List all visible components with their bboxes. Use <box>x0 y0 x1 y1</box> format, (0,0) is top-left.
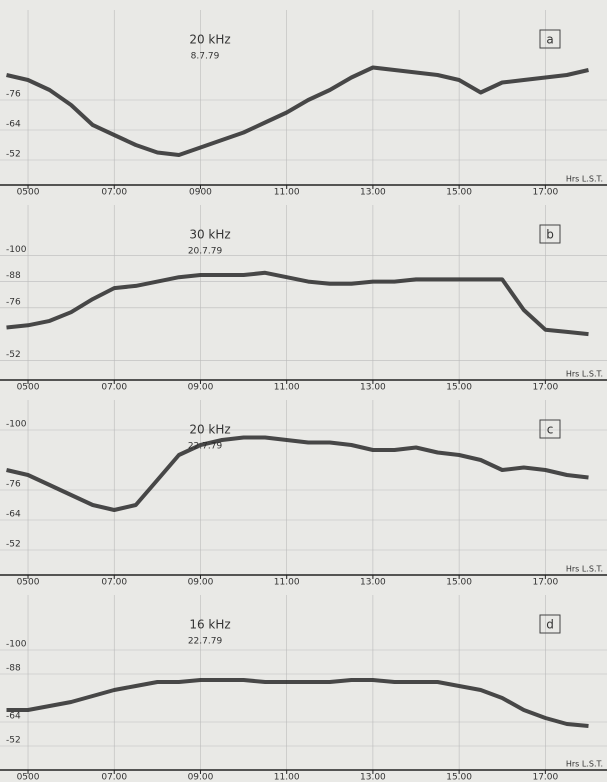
y-tick-label: -76 <box>6 90 21 100</box>
x-tick-label: 13.00 <box>360 383 386 393</box>
panel-title: 16 kHz <box>189 618 230 632</box>
x-tick-label: 15.00 <box>446 578 472 588</box>
x-tick-label: 0500 <box>17 188 40 198</box>
x-tick-label: 13.00 <box>360 188 386 198</box>
panel-title: 30 kHz <box>189 228 230 242</box>
y-tick-label: -64 <box>6 510 21 520</box>
panel-title: 20 kHz <box>189 423 230 437</box>
panel-label-box <box>539 224 561 244</box>
panel-label: c <box>547 423 554 437</box>
x-tick-label: 11.00 <box>274 383 300 393</box>
y-tick-label: -76 <box>6 480 21 490</box>
panel-date: 20.7.79 <box>188 247 223 257</box>
y-tick-label: -52 <box>6 150 21 160</box>
x-tick-label: 09.00 <box>188 383 214 393</box>
x-tick-label: 15.00 <box>446 188 472 198</box>
panel-label: b <box>546 228 554 242</box>
y-tick-label: -88 <box>6 664 21 674</box>
x-tick-label: 11.00 <box>274 578 300 588</box>
y-tick-label: -88 <box>6 271 21 281</box>
panel-label: a <box>546 33 553 47</box>
trace <box>6 435 589 512</box>
panel-label-box <box>539 614 561 634</box>
panel-label-box <box>539 419 561 439</box>
panel: -100 -76 -64 -52 0500 07.00 09.00 11.00 13.00 15.… <box>0 400 607 588</box>
y-tick-label: -52 <box>6 540 21 550</box>
trace <box>6 65 589 157</box>
x-tick-label: 09.00 <box>188 773 214 782</box>
trace <box>6 270 589 337</box>
x-tick-label: 15.00 <box>446 773 472 782</box>
x-axis-label: Hrs L.S.T. <box>566 565 603 574</box>
x-tick-label: 09.00 <box>188 578 214 588</box>
panel-date: 22.7.79 <box>188 637 223 647</box>
panel-label: d <box>546 618 554 632</box>
x-tick-label: 07.00 <box>101 773 127 782</box>
x-tick-label: 07.00 <box>101 383 127 393</box>
y-tick-label: -64 <box>6 712 21 722</box>
x-tick-label: 15.00 <box>446 383 472 393</box>
x-tick-label: 13.00 <box>360 578 386 588</box>
x-tick-label: 17.00 <box>532 188 558 198</box>
panel-date: 8.7.79 <box>191 52 220 62</box>
y-tick-label: -52 <box>6 736 21 746</box>
x-tick-label: 11.00 <box>274 773 300 782</box>
trace <box>6 678 589 728</box>
y-tick-label: -76 <box>6 297 21 307</box>
panel-date: 22.7.79 <box>188 442 223 452</box>
x-tick-label: 0500 <box>17 383 40 393</box>
x-axis-label: Hrs L.S.T. <box>566 370 603 379</box>
x-tick-label: 17.00 <box>532 773 558 782</box>
y-tick-label: -52 <box>6 350 21 360</box>
panel-label-box <box>539 29 561 49</box>
x-tick-label: 0900 <box>189 188 212 198</box>
y-tick-label: -100 <box>6 640 27 650</box>
x-tick-label: 17.00 <box>532 383 558 393</box>
x-tick-label: 07.00 <box>101 188 127 198</box>
x-tick-label: 0500 <box>17 578 40 588</box>
panel: -76 -64 -52 0500 07.00 0900 11.00 13.00 15.00 17.… <box>0 10 607 198</box>
x-tick-label: 11.00 <box>274 188 300 198</box>
x-axis-label: Hrs L.S.T. <box>566 760 603 769</box>
x-tick-label: 07.00 <box>101 578 127 588</box>
panel: -100 -88 -64 -52 0500 07.00 09.00 11.00 13.00 15.… <box>0 595 607 782</box>
panel: -100 -88 -76 -52 0500 07.00 09.00 11.00 13.00 15.… <box>0 205 607 393</box>
panel-title: 20 kHz <box>189 33 230 47</box>
x-tick-label: 17.00 <box>532 578 558 588</box>
y-tick-label: -64 <box>6 120 21 130</box>
x-tick-label: 0500 <box>17 773 40 782</box>
y-tick-label: -100 <box>6 245 27 255</box>
x-tick-label: 13.00 <box>360 773 386 782</box>
y-tick-label: -100 <box>6 420 27 430</box>
x-axis-label: Hrs L.S.T. <box>566 175 603 184</box>
